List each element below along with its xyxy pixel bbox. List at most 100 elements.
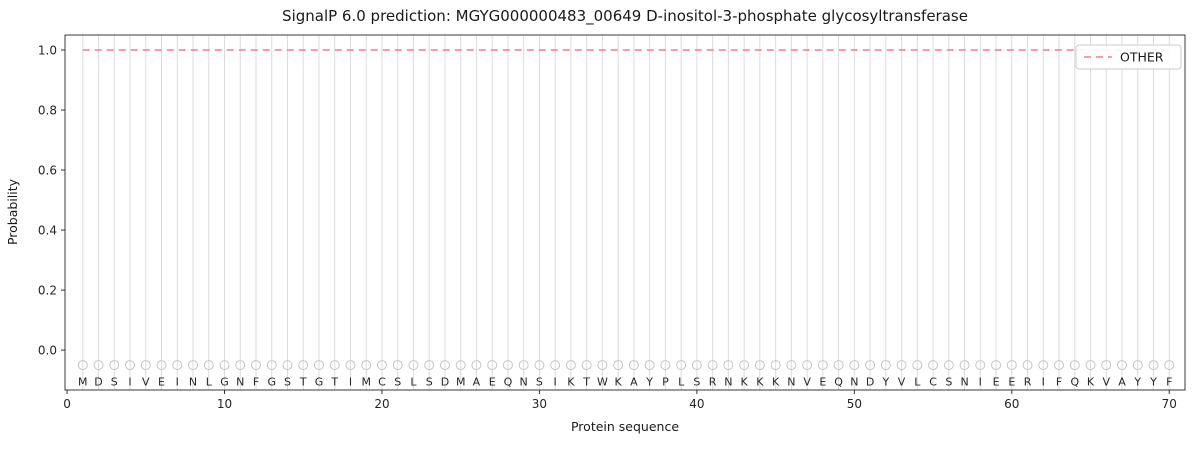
x-tick-label: 30 [532,397,547,411]
residue-letter: E [158,376,165,389]
x-tick-label: 50 [847,397,862,411]
residue-marker [518,360,529,371]
residue-marker [140,360,151,371]
residue-letter: L [410,376,417,389]
residue-letter: K [1087,376,1095,389]
residue-marker [754,360,765,371]
residue-marker [439,360,450,371]
residue-letter: V [803,376,811,389]
residue-letter: I [554,376,557,389]
residue-letter: R [1024,376,1032,389]
residue-letter: R [709,376,717,389]
residue-letter: N [850,376,858,389]
residue-letter: A [473,376,481,389]
residue-letter: K [772,376,780,389]
x-tick-label: 20 [374,397,389,411]
residue-marker [266,360,277,371]
residue-marker [1164,360,1175,371]
residue-letter: E [1008,376,1015,389]
residue-marker [298,360,309,371]
residue-letter: Q [1070,376,1079,389]
x-axis-label: Protein sequence [571,419,679,434]
residue-letter: T [330,376,338,389]
residue-marker [1132,360,1143,371]
residue-letter: S [284,376,291,389]
residue-letter: A [630,376,638,389]
residue-marker [786,360,797,371]
residue-marker [1006,360,1017,371]
y-tick-label: 1.0 [38,44,57,58]
residue-letter: Y [881,376,889,389]
residue-marker [471,360,482,371]
residue-marker [691,360,702,371]
residue-marker [203,360,214,371]
residue-marker [660,360,671,371]
residue-marker [361,360,372,371]
residue-letter: I [1042,376,1045,389]
residue-marker [487,360,498,371]
residue-letter: D [441,376,449,389]
residue-letter: N [520,376,528,389]
grid-layer: 0 10 20 30 40 50 60 70 0.0 0.2 0.4 0.6 0.8 1.0 [38,35,1177,411]
residue-marker [93,360,104,371]
residue-marker [313,360,324,371]
residue-marker [235,360,246,371]
residue-marker [802,360,813,371]
residue-letter: K [567,376,575,389]
residue-letter: N [236,376,244,389]
residue-letter: T [299,376,307,389]
residue-letter: V [1103,376,1111,389]
y-tick-label: 0.2 [38,284,57,298]
residue-marker [455,360,466,371]
residue-marker [991,360,1002,371]
residue-letter: V [142,376,150,389]
y-tick-label: 0.4 [38,224,57,238]
residue-marker [707,360,718,371]
residue-letter: L [914,376,921,389]
residue-letter: V [898,376,906,389]
residue-marker [502,360,513,371]
residue-marker [959,360,970,371]
residue-letter: K [741,376,749,389]
residue-marker [172,360,183,371]
y-tick-label: 0.0 [38,344,57,358]
residue-letter: E [819,376,826,389]
legend-box [1075,44,1182,70]
residue-marker [77,360,88,371]
residue-letter: S [536,376,543,389]
residue-marker [676,360,687,371]
residue-marker [943,360,954,371]
residue-letter: E [489,376,496,389]
residue-letter: N [189,376,197,389]
residue-marker [770,360,781,371]
residue-letter: F [1056,376,1062,389]
residue-letter: M [361,376,371,389]
residue-letter: C [929,376,937,389]
residue-marker [534,360,545,371]
residue-letter: I [128,376,131,389]
residue-letter: G [267,376,276,389]
y-axis-label: Probability [5,178,20,245]
residue-marker [817,360,828,371]
x-tick-label: 40 [689,397,704,411]
residue-letter: Q [504,376,513,389]
residue-letter: G [315,376,324,389]
residue-marker [896,360,907,371]
x-tick-label: 10 [217,397,232,411]
residue-marker [250,360,261,371]
residue-letter: Q [834,376,843,389]
residue-marker [833,360,844,371]
x-tick-label: 0 [63,397,71,411]
residue-letter: S [394,376,401,389]
residue-letter: F [253,376,259,389]
residue-marker [1069,360,1080,371]
residue-letter: N [960,376,968,389]
residue-marker [644,360,655,371]
residue-marker [975,360,986,371]
y-tick-label: 0.8 [38,104,57,118]
residue-marker [581,360,592,371]
residue-marker [550,360,561,371]
